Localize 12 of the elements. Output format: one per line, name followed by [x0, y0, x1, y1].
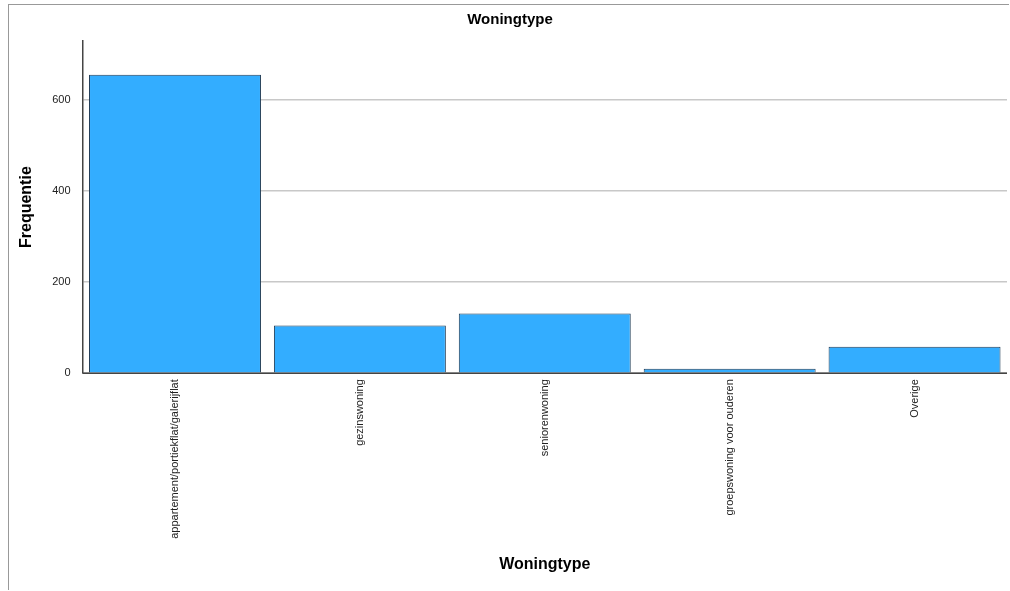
x-tick-label: groepswoning voor ouderen: [722, 379, 735, 516]
x-tick-label: seniorenwoning: [537, 379, 550, 457]
y-tick-label: 400: [52, 184, 71, 197]
y-axis-title: Frequentie: [17, 166, 35, 249]
x-tick-label: appartement/portiekflat/galerijflat: [168, 379, 181, 539]
chart-title: Woningtype: [467, 10, 553, 28]
x-axis-title: Woningtype: [499, 554, 591, 572]
x-tick-label: Overige: [907, 379, 920, 418]
x-tick-label: gezinswoning: [352, 379, 365, 446]
y-tick-label: 0: [64, 366, 71, 379]
y-tick-label: 200: [52, 275, 71, 288]
y-tick-label: 600: [52, 93, 71, 106]
